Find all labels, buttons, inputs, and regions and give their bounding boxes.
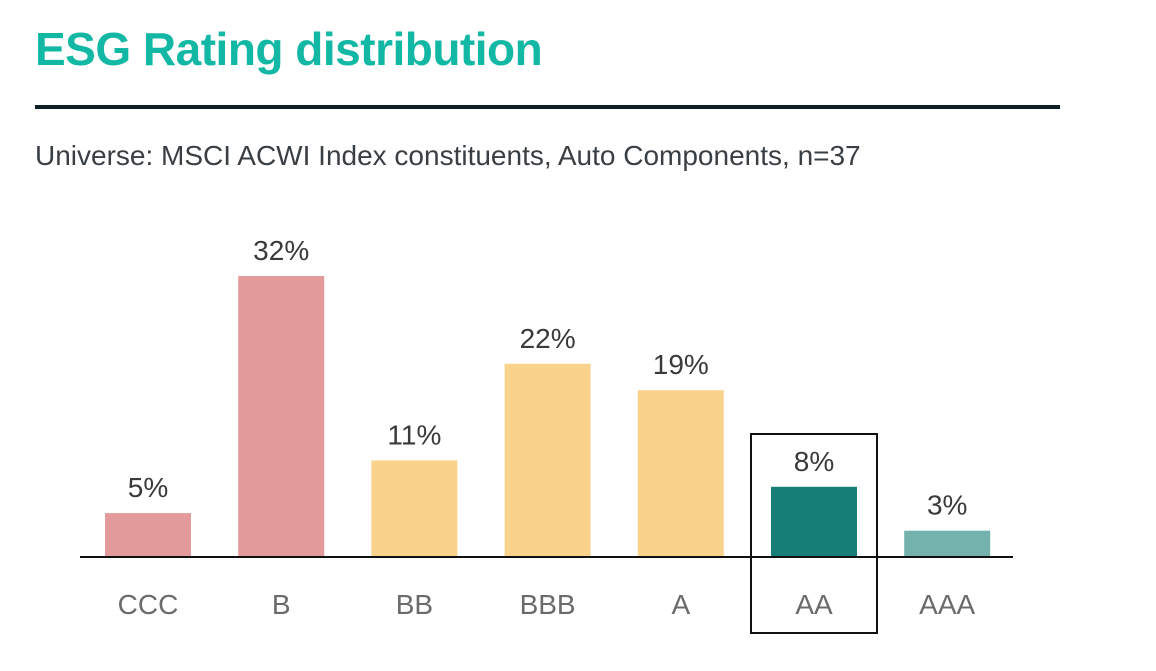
highlight-box — [750, 433, 878, 634]
bar-a — [637, 390, 724, 557]
value-label-aa: 8% — [794, 446, 834, 477]
value-label-aaa: 3% — [927, 490, 967, 521]
value-label-ccc: 5% — [128, 472, 168, 503]
bar-ccc — [105, 513, 191, 557]
value-label-bbb: 22% — [520, 323, 576, 354]
chart-subtitle: Universe: MSCI ACWI Index constituents, … — [35, 140, 861, 171]
category-label-bb: BB — [396, 589, 433, 620]
chart-title: ESG Rating distribution — [35, 23, 543, 75]
category-label-bbb: BBB — [520, 589, 576, 620]
category-label-b: B — [272, 589, 291, 620]
bar-b — [238, 276, 325, 557]
bar-aaa — [904, 530, 991, 557]
value-label-a: 19% — [653, 349, 709, 380]
category-label-ccc: CCC — [118, 589, 179, 620]
category-label-aaa: AAA — [919, 589, 975, 620]
value-label-b: 32% — [253, 235, 309, 266]
category-label-aa: AA — [795, 589, 833, 620]
bar-bb — [371, 460, 458, 557]
bars-group — [105, 276, 991, 558]
bar-aa — [771, 486, 857, 558]
value-label-bb: 11% — [387, 419, 441, 450]
title-divider — [35, 105, 1060, 109]
bar-bbb — [504, 363, 591, 557]
category-label-a: A — [671, 589, 690, 620]
labels-group: 5% CCC 32% B 11% BB 22% BBB 19% A 8% AA 3% AAA — [118, 235, 976, 620]
